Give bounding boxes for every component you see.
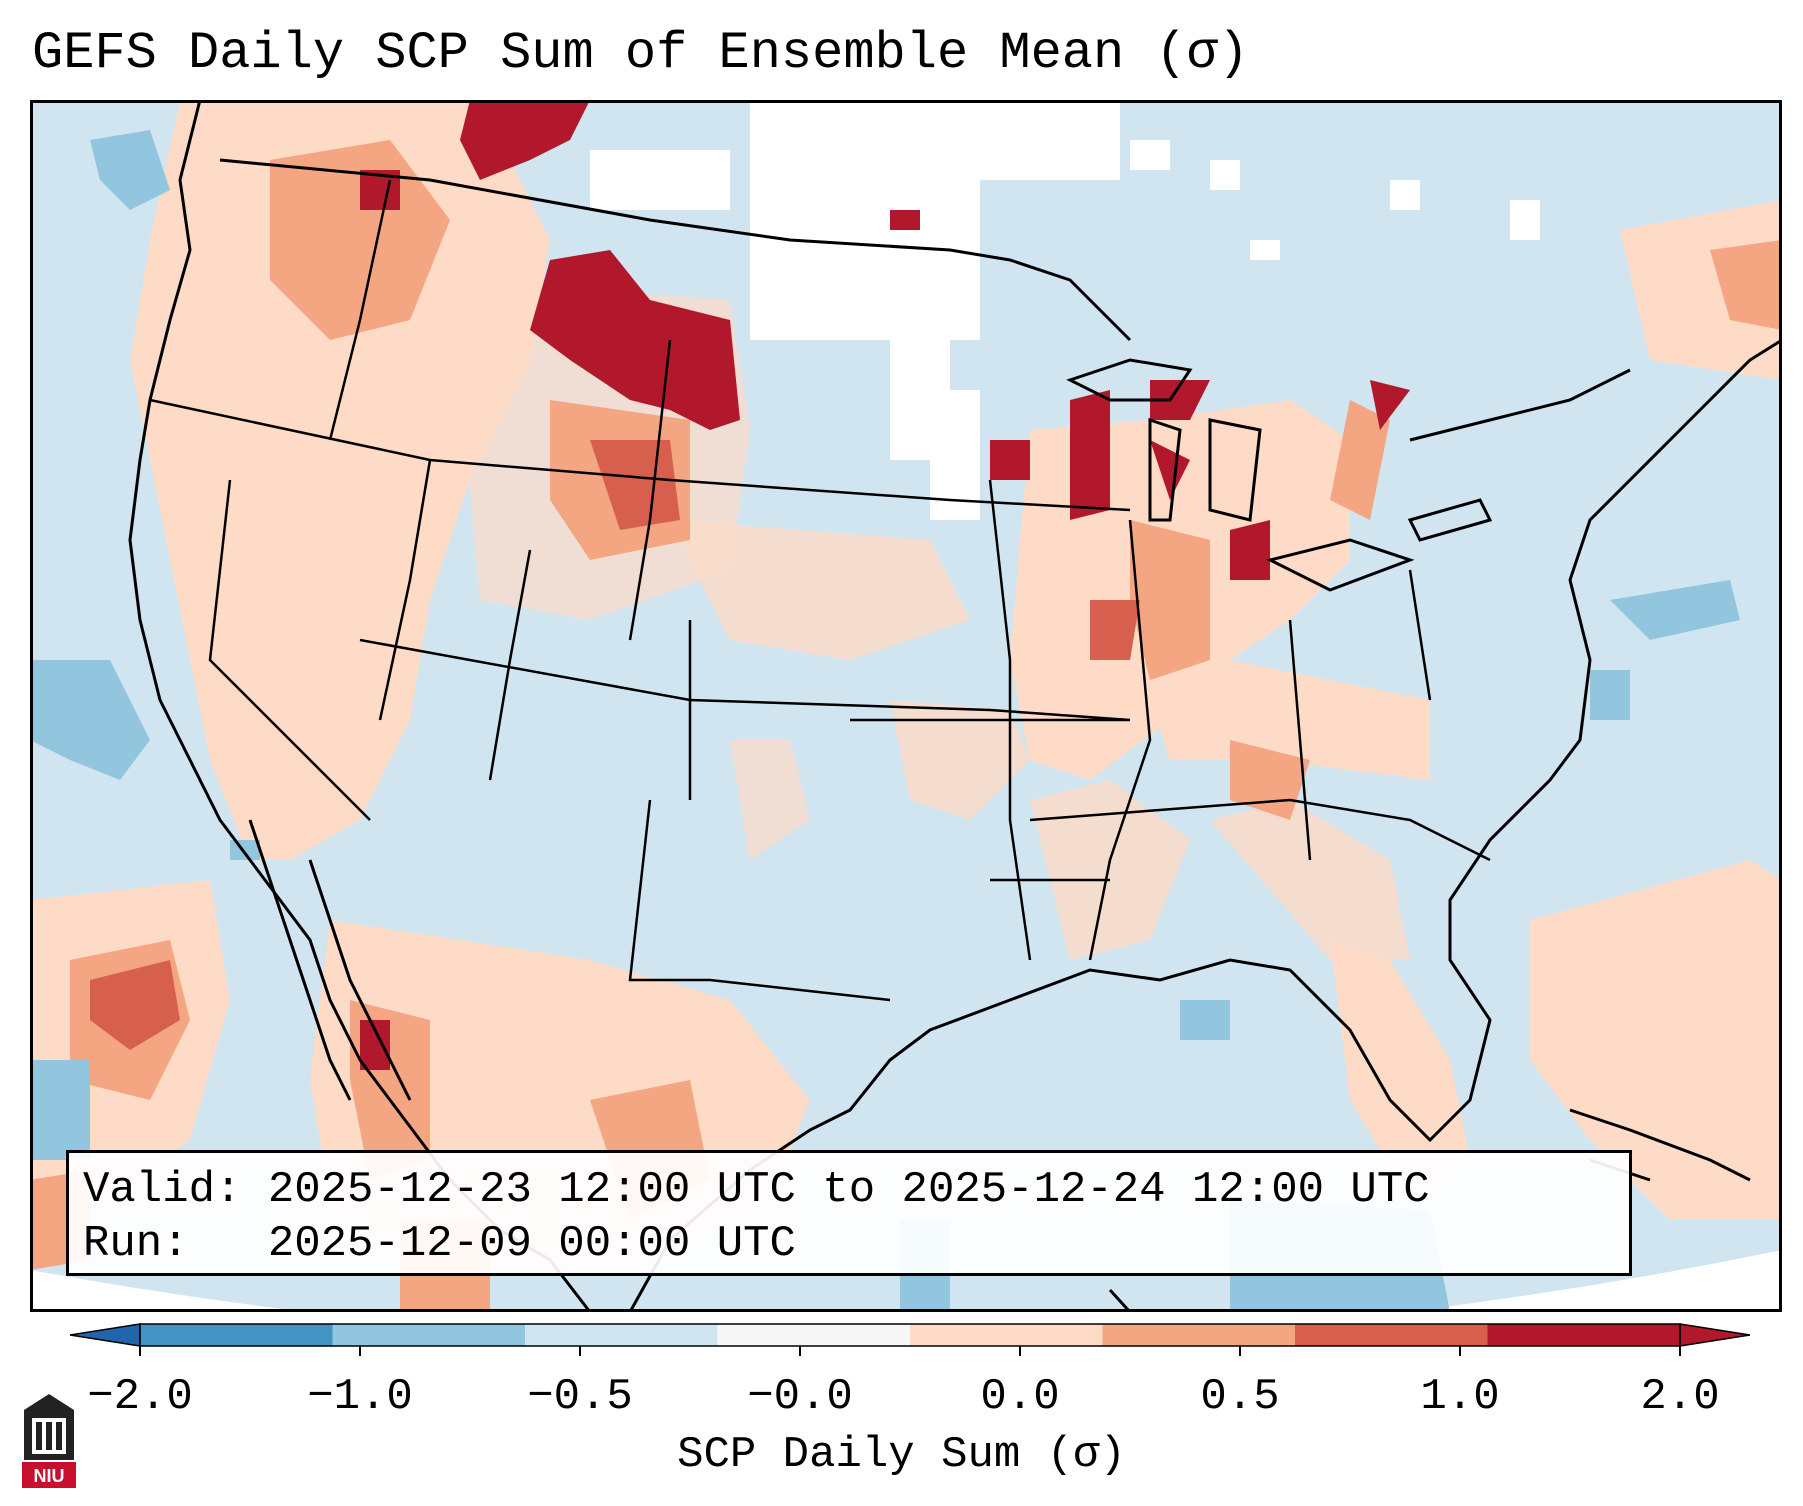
colorbar-tick-label: −0.0 [747,1372,853,1422]
map-panel [30,100,1782,1312]
colorbar-label: SCP Daily Sum (σ) [677,1430,1126,1480]
colorbar-segment [1487,1324,1681,1346]
canada-us-border [219,158,1631,442]
projection-edge [30,1250,1782,1312]
colorbar-segment [1295,1324,1488,1346]
colorbar-tick-label: 1.0 [1420,1372,1500,1422]
valid-time-box: Valid: 2025-12-23 12:00 UTC to 2025-12-2… [66,1150,1632,1276]
colorbar-tick-label: 0.0 [980,1372,1060,1422]
colorbar-segment [525,1324,718,1346]
great-lakes [1066,358,1493,592]
colorbar-over-arrow [1679,1323,1750,1347]
colorbar-tick-label: −0.5 [527,1372,633,1422]
logo-text: NIU [34,1466,65,1486]
colorbar-segment [140,1324,333,1346]
niu-logo-icon: NIU [22,1394,76,1488]
colorbar-tick-label: −1.0 [307,1372,413,1422]
colorbar-under-arrow [70,1323,141,1347]
valid-label: Valid: [83,1165,242,1215]
chart-title: GEFS Daily SCP Sum of Ensemble Mean (σ) [32,24,1249,83]
negative-field [30,130,1740,1312]
state-borders [149,179,1491,1002]
run-label: Run: [83,1219,189,1269]
positive-field-max [360,100,1410,1070]
colorbar-outline [139,1323,1681,1347]
colorbar-tick-label: 0.5 [1200,1372,1280,1422]
colorbar [70,1323,1750,1356]
colorbar-segment [910,1324,1103,1346]
baja-coast [248,819,412,1101]
colorbar-segment [1102,1324,1296,1346]
colorbar-segment [717,1324,911,1346]
valid-value: 2025-12-23 12:00 UTC to 2025-12-24 12:00… [267,1165,1430,1215]
run-value: 2025-12-09 00:00 UTC [267,1219,796,1269]
positive-field-light [30,100,1782,1270]
colorbar-segment [332,1324,526,1346]
map-frame [30,100,1782,1312]
colorbar-tick-label: −2.0 [87,1372,193,1422]
colorbar-tick-label: 2.0 [1640,1372,1720,1422]
